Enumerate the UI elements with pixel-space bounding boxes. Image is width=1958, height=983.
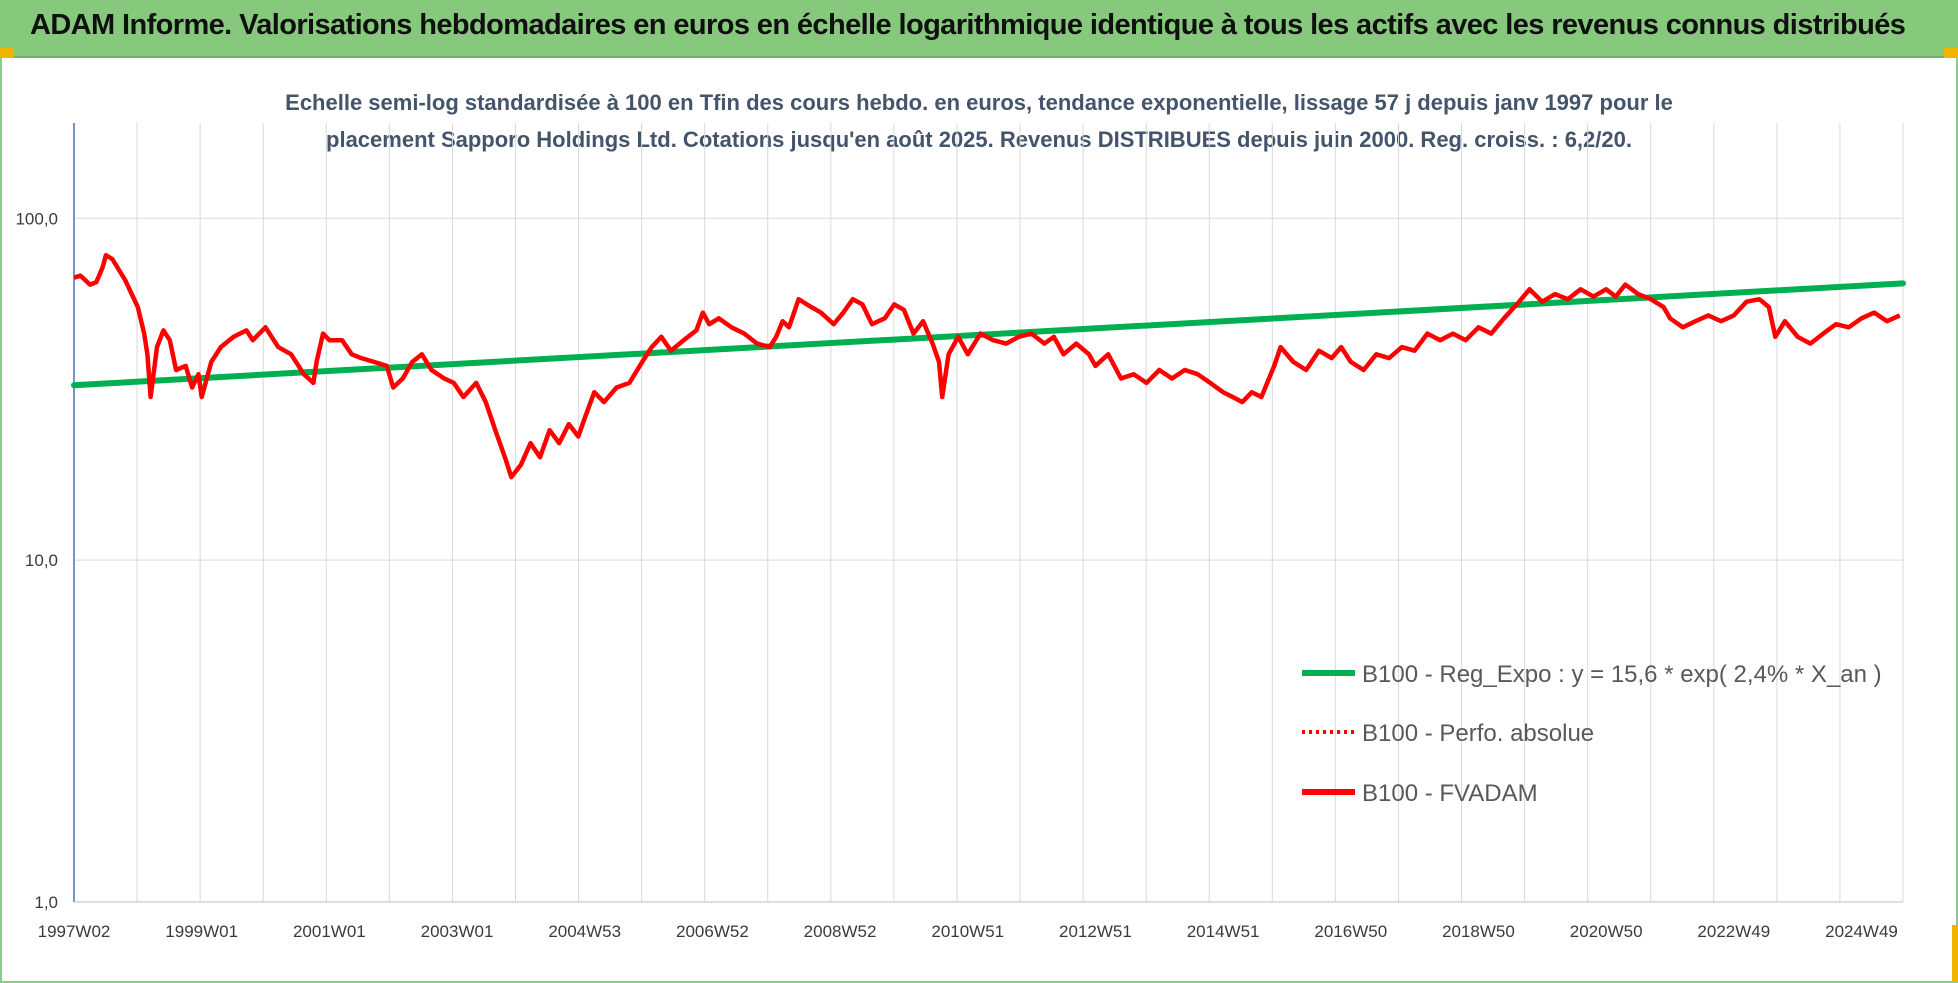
x-tick-label: 2024W49 — [1825, 922, 1898, 941]
y-tick-label: 10,0 — [25, 551, 58, 570]
x-tick-label: 2008W52 — [804, 922, 877, 941]
title-banner: ADAM Informe. Valorisations hebdomadaire… — [0, 0, 1958, 58]
x-tick-label: 2022W49 — [1697, 922, 1770, 941]
trend-line-reg-expo — [71, 280, 1906, 389]
x-tick-label: 2006W52 — [676, 922, 749, 941]
corner-mark-top-right — [1944, 48, 1958, 58]
x-tick-label: 1999W01 — [165, 922, 238, 941]
x-tick-label: 2016W50 — [1314, 922, 1387, 941]
x-tick-label: 1997W02 — [38, 922, 111, 941]
x-tick-label: 2004W53 — [548, 922, 621, 941]
x-tick-label: 2003W01 — [421, 922, 494, 941]
corner-mark-bottom-right — [1952, 925, 1958, 981]
legend-entry-fvadam-label: B100 - FVADAM — [1362, 780, 1538, 807]
axis-layer: 1,0 10,0 100,0 1997W02 1999W01 2001W01 2003W01… — [15, 123, 1903, 941]
x-tick-label: 2014W51 — [1187, 922, 1260, 941]
legend-entry-reg-expo-label: B100 - Reg_Expo : y = 15,6 * exp( 2,4% *… — [1362, 661, 1882, 688]
x-tick-label: 2020W50 — [1570, 922, 1643, 941]
grid-layer — [74, 123, 1904, 903]
legend-entry-perfo-absolue-label: B100 - Perfo. absolue — [1362, 720, 1594, 747]
chart-subtitle-line-2: placement Sapporo Holdings Ltd. Cotation… — [326, 127, 1632, 152]
corner-mark-top-left — [0, 48, 14, 58]
y-tick-label: 1,0 — [34, 893, 58, 912]
fvadam-line — [73, 252, 1901, 480]
x-tick-label: 2018W50 — [1442, 922, 1515, 941]
x-tick-label: 2010W51 — [931, 922, 1004, 941]
chart-subtitle-line-1: Echelle semi-log standardisée à 100 en T… — [285, 90, 1673, 115]
legend: B100 - Reg_Expo : y = 15,6 * exp( 2,4% *… — [1302, 661, 1882, 807]
series-layer — [71, 252, 1906, 480]
x-tick-label: 2012W51 — [1059, 922, 1132, 941]
banner-title: ADAM Informe. Valorisations hebdomadaire… — [30, 9, 1906, 41]
y-tick-label: 100,0 — [15, 209, 58, 228]
x-tick-label: 2001W01 — [293, 922, 366, 941]
